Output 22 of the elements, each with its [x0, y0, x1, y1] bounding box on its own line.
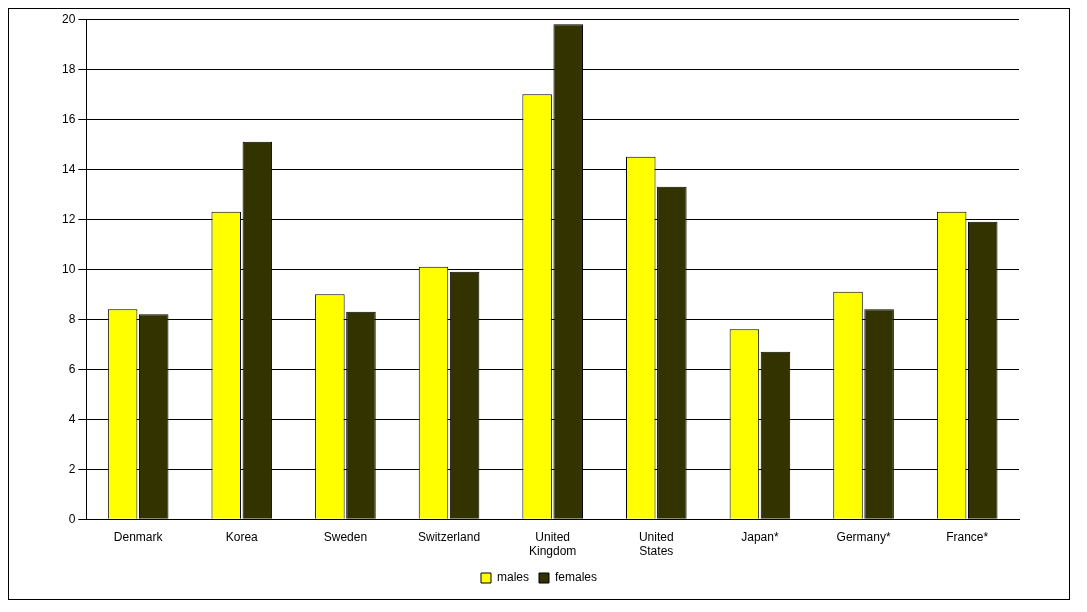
x-tick-label: France* — [946, 529, 989, 544]
y-tick-label: 8 — [68, 311, 76, 326]
y-tick-label: 16 — [61, 111, 76, 126]
y-tick-label: 4 — [68, 411, 76, 426]
y-tick-label: 14 — [61, 161, 76, 176]
x-tick-label: Japan* — [741, 529, 779, 544]
y-tick-label: 20 — [61, 11, 76, 26]
x-tick-label: United States — [638, 529, 674, 559]
y-tick-label: 12 — [61, 211, 76, 226]
x-tick-label: United Kingdom — [528, 529, 577, 559]
x-tick-label: Germany* — [836, 529, 891, 544]
x-tick-label: Denmark — [113, 529, 164, 544]
y-tick-label: 0 — [68, 511, 76, 526]
x-tick-label: Sweden — [323, 529, 368, 544]
legend-label: females — [555, 570, 598, 585]
y-tick-label: 2 — [68, 461, 76, 476]
x-tick-label: Switzerland — [418, 529, 481, 544]
y-tick-label: 10 — [61, 261, 76, 276]
x-tick-label: Korea — [225, 529, 259, 544]
y-tick-label: 18 — [61, 61, 76, 76]
y-tick-label: 6 — [68, 361, 76, 376]
legend-label: males — [496, 570, 529, 585]
